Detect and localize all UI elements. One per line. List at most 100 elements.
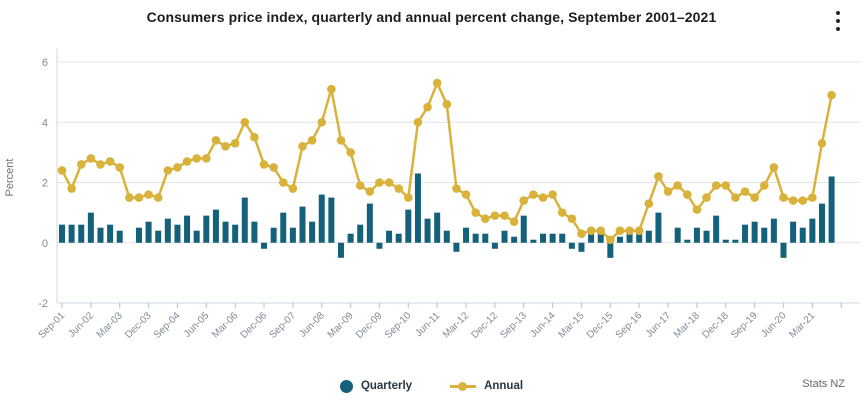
annual-point[interactable]	[336, 136, 346, 145]
quarterly-bar[interactable]	[193, 230, 200, 243]
quarterly-bar[interactable]	[770, 218, 777, 243]
annual-point[interactable]	[731, 193, 740, 202]
annual-point[interactable]	[759, 181, 769, 190]
annual-point[interactable]	[452, 184, 461, 193]
quarterly-bar[interactable]	[684, 239, 691, 243]
annual-point[interactable]	[221, 142, 230, 151]
quarterly-bar[interactable]	[366, 203, 373, 243]
annual-point[interactable]	[500, 211, 509, 220]
annual-point[interactable]	[769, 163, 779, 172]
annual-point[interactable]	[586, 226, 596, 235]
annual-point[interactable]	[577, 229, 586, 239]
annual-point[interactable]	[298, 142, 307, 151]
annual-point[interactable]	[471, 208, 480, 217]
annual-point[interactable]	[202, 154, 211, 163]
quarterly-bar[interactable]	[520, 215, 527, 243]
quarterly-bar[interactable]	[328, 197, 335, 243]
quarterly-bar[interactable]	[164, 218, 171, 243]
quarterly-bar[interactable]	[578, 242, 585, 252]
quarterly-bar[interactable]	[395, 233, 402, 243]
quarterly-bar[interactable]	[453, 242, 460, 252]
annual-point[interactable]	[240, 117, 250, 127]
quarterly-bar[interactable]	[742, 224, 749, 243]
quarterly-bar[interactable]	[107, 224, 114, 243]
quarterly-bar[interactable]	[790, 221, 797, 243]
quarterly-bar[interactable]	[645, 230, 652, 243]
quarterly-bar[interactable]	[491, 242, 498, 249]
quarterly-bar[interactable]	[713, 215, 720, 243]
quarterly-bar[interactable]	[828, 176, 835, 243]
quarterly-bar[interactable]	[472, 233, 479, 243]
quarterly-bar[interactable]	[809, 218, 816, 243]
annual-point[interactable]	[798, 196, 808, 205]
quarterly-bar[interactable]	[376, 242, 383, 249]
annual-point[interactable]	[461, 190, 471, 199]
quarterly-bar[interactable]	[270, 227, 277, 243]
quarterly-bar[interactable]	[597, 233, 604, 243]
annual-point[interactable]	[375, 178, 384, 187]
annual-point[interactable]	[327, 84, 336, 94]
annual-point[interactable]	[788, 196, 798, 205]
quarterly-bar[interactable]	[347, 233, 354, 243]
quarterly-bar[interactable]	[386, 230, 393, 243]
annual-point[interactable]	[548, 190, 557, 199]
annual-point[interactable]	[163, 166, 173, 175]
annual-point[interactable]	[740, 187, 750, 196]
annual-point[interactable]	[529, 190, 538, 199]
annual-point[interactable]	[654, 172, 663, 181]
quarterly-bar[interactable]	[78, 224, 85, 243]
quarterly-bar[interactable]	[261, 242, 268, 249]
annual-point[interactable]	[634, 226, 644, 235]
annual-point[interactable]	[76, 160, 86, 169]
annual-point[interactable]	[144, 190, 153, 199]
annual-point[interactable]	[808, 193, 817, 202]
quarterly-bar[interactable]	[799, 227, 806, 243]
annual-point[interactable]	[105, 157, 115, 166]
annual-point[interactable]	[86, 154, 96, 163]
quarterly-bar[interactable]	[463, 227, 470, 243]
quarterly-bar[interactable]	[309, 221, 316, 243]
quarterly-bar[interactable]	[626, 230, 633, 243]
annual-point[interactable]	[606, 235, 615, 245]
annual-point[interactable]	[750, 193, 759, 202]
annual-point[interactable]	[211, 136, 221, 145]
annual-point[interactable]	[779, 193, 788, 202]
annual-point[interactable]	[567, 214, 577, 223]
quarterly-bar[interactable]	[59, 224, 65, 243]
annual-point[interactable]	[153, 193, 163, 202]
annual-point[interactable]	[134, 193, 144, 202]
quarterly-bar[interactable]	[357, 224, 364, 243]
quarterly-bar[interactable]	[299, 206, 306, 243]
annual-point[interactable]	[557, 208, 567, 217]
annual-point[interactable]	[683, 190, 692, 199]
annual-point[interactable]	[278, 178, 288, 187]
annual-point[interactable]	[288, 184, 298, 193]
quarterly-bar[interactable]	[501, 230, 508, 243]
kebab-menu-icon[interactable]	[831, 7, 845, 35]
annual-point[interactable]	[173, 163, 182, 172]
annual-point[interactable]	[57, 166, 67, 175]
quarterly-bar[interactable]	[588, 230, 595, 243]
annual-point[interactable]	[663, 187, 673, 196]
annual-point[interactable]	[644, 199, 654, 208]
annual-point[interactable]	[692, 205, 702, 214]
annual-point[interactable]	[355, 181, 365, 190]
quarterly-bar[interactable]	[116, 230, 123, 243]
annual-point[interactable]	[817, 139, 827, 148]
annual-point[interactable]	[673, 181, 682, 190]
quarterly-bar[interactable]	[482, 233, 489, 243]
annual-point[interactable]	[432, 78, 442, 88]
quarterly-bar[interactable]	[530, 239, 537, 243]
annual-point[interactable]	[384, 178, 394, 187]
annual-point[interactable]	[827, 90, 836, 100]
quarterly-bar[interactable]	[549, 233, 556, 243]
quarterly-bar[interactable]	[184, 215, 191, 243]
quarterly-bar[interactable]	[212, 209, 219, 243]
quarterly-bar[interactable]	[318, 194, 325, 243]
annual-point[interactable]	[346, 148, 355, 157]
annual-point[interactable]	[509, 217, 519, 226]
annual-point[interactable]	[615, 226, 625, 235]
annual-point[interactable]	[182, 157, 192, 166]
quarterly-bar[interactable]	[761, 227, 768, 243]
quarterly-bar[interactable]	[405, 209, 412, 243]
